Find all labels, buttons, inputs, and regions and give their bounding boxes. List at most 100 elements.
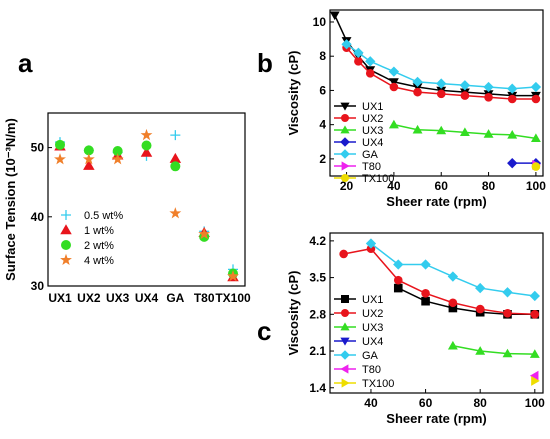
legend-label: TX100	[362, 378, 394, 390]
panel-letter-c: c	[257, 316, 271, 346]
data-point	[447, 271, 459, 282]
legend-marker	[340, 102, 350, 111]
data-point	[227, 270, 239, 282]
legend-label: T80	[362, 161, 381, 173]
data-point	[483, 81, 494, 93]
data-point	[531, 375, 540, 386]
data-point	[421, 296, 430, 306]
x-axis-label: Sheer rate (rpm)	[386, 194, 486, 209]
y-tick-label: 6	[319, 83, 326, 97]
plot-frame	[329, 9, 544, 177]
x-tick-label: UX3	[106, 291, 130, 305]
series-2-wt%	[55, 139, 238, 279]
data-point	[170, 161, 181, 172]
data-point	[55, 139, 65, 150]
series-line	[452, 345, 535, 355]
data-point	[112, 146, 123, 157]
y-tick-label: 2.8	[309, 307, 326, 321]
series-T80	[529, 370, 539, 381]
data-point	[140, 146, 153, 157]
series-UX3	[388, 119, 541, 143]
legend: 0.5 wt% 1 wt% 2 wt% 4 wt%	[60, 210, 123, 267]
legend-label: TX100	[362, 173, 394, 185]
data-point	[530, 81, 542, 93]
legend-label: UX2	[362, 308, 383, 320]
legend: UX1 UX2 UX3 UX4 GA T80 TX100	[334, 294, 394, 390]
data-point	[111, 153, 124, 165]
data-point	[447, 340, 458, 350]
x-tick-label: 80	[474, 396, 488, 410]
legend-label: UX2	[362, 113, 383, 125]
x-tick-label: 60	[419, 396, 433, 410]
legend-label: 2 wt%	[84, 240, 114, 252]
series-GA	[341, 39, 542, 94]
legend-label: 0.5 wt%	[84, 210, 123, 222]
data-point	[448, 303, 458, 313]
data-point	[503, 308, 512, 318]
y-tick-label: 2.1	[309, 344, 326, 358]
legend-marker	[340, 337, 350, 346]
data-point	[365, 56, 376, 67]
series-line	[397, 287, 535, 316]
legend-marker	[340, 137, 350, 147]
legend-label: UX3	[362, 322, 383, 334]
legend-marker	[60, 253, 72, 266]
legend-label: GA	[362, 149, 379, 161]
data-point	[448, 298, 458, 308]
legend-label: 1 wt%	[84, 225, 114, 237]
data-point	[459, 80, 471, 91]
legend-label: GA	[362, 350, 379, 362]
legend-marker	[341, 295, 349, 303]
legend-marker	[340, 364, 349, 374]
x-tick-label: T80	[194, 291, 215, 305]
data-point	[502, 287, 513, 298]
y-tick-label: 2	[319, 152, 326, 166]
data-point	[388, 78, 399, 87]
x-tick-label: UX1	[48, 291, 72, 305]
data-point	[507, 158, 518, 169]
data-point	[170, 130, 181, 141]
data-point	[83, 159, 95, 170]
x-tick-label: 60	[435, 179, 449, 193]
data-point	[530, 310, 540, 319]
data-point	[502, 348, 513, 358]
y-tick-label: 3.5	[309, 271, 326, 285]
series-4-wt%	[54, 128, 239, 282]
x-tick-label: 40	[387, 179, 401, 193]
y-tick-label: 4	[319, 118, 326, 132]
data-point	[412, 124, 423, 134]
plot-frame	[47, 112, 246, 287]
data-point	[531, 162, 541, 171]
data-point	[393, 283, 403, 293]
series-line	[343, 247, 535, 316]
panel-b: 20 40 60 80 100 2 4 6 8 10 Sheer rate (rpm) Viscosi…	[286, 9, 546, 209]
legend-label: UX1	[362, 294, 383, 306]
legend-marker	[340, 149, 350, 159]
legend-label: UX4	[362, 137, 383, 149]
data-point	[475, 282, 486, 294]
y-tick-label: 4.2	[309, 234, 326, 248]
panel-c: 40 60 80 100 1.4 2.1 2.8 3.5 4.2 Sheer rate (rpm)…	[286, 232, 545, 426]
x-tick-label: 20	[340, 179, 354, 193]
series-1-wt%	[54, 140, 239, 282]
data-point	[413, 87, 422, 97]
y-axis-label: Viscosity (cP)	[286, 50, 301, 135]
data-point	[366, 244, 376, 254]
x-axis-label: Sheer rate (rpm)	[386, 411, 486, 426]
series-line	[345, 47, 536, 100]
data-point	[341, 39, 352, 50]
data-point	[436, 89, 446, 99]
series-UX2	[339, 244, 540, 319]
legend-marker	[60, 224, 72, 235]
panel-letter-a: a	[18, 48, 33, 78]
data-point	[354, 57, 363, 66]
legend-marker	[340, 322, 350, 331]
legend-marker	[61, 210, 71, 220]
data-point	[141, 140, 152, 151]
data-point	[339, 249, 348, 259]
data-point	[169, 152, 182, 163]
y-tick-label: 10	[313, 15, 327, 29]
legend-marker	[341, 378, 350, 388]
data-point	[388, 119, 399, 129]
